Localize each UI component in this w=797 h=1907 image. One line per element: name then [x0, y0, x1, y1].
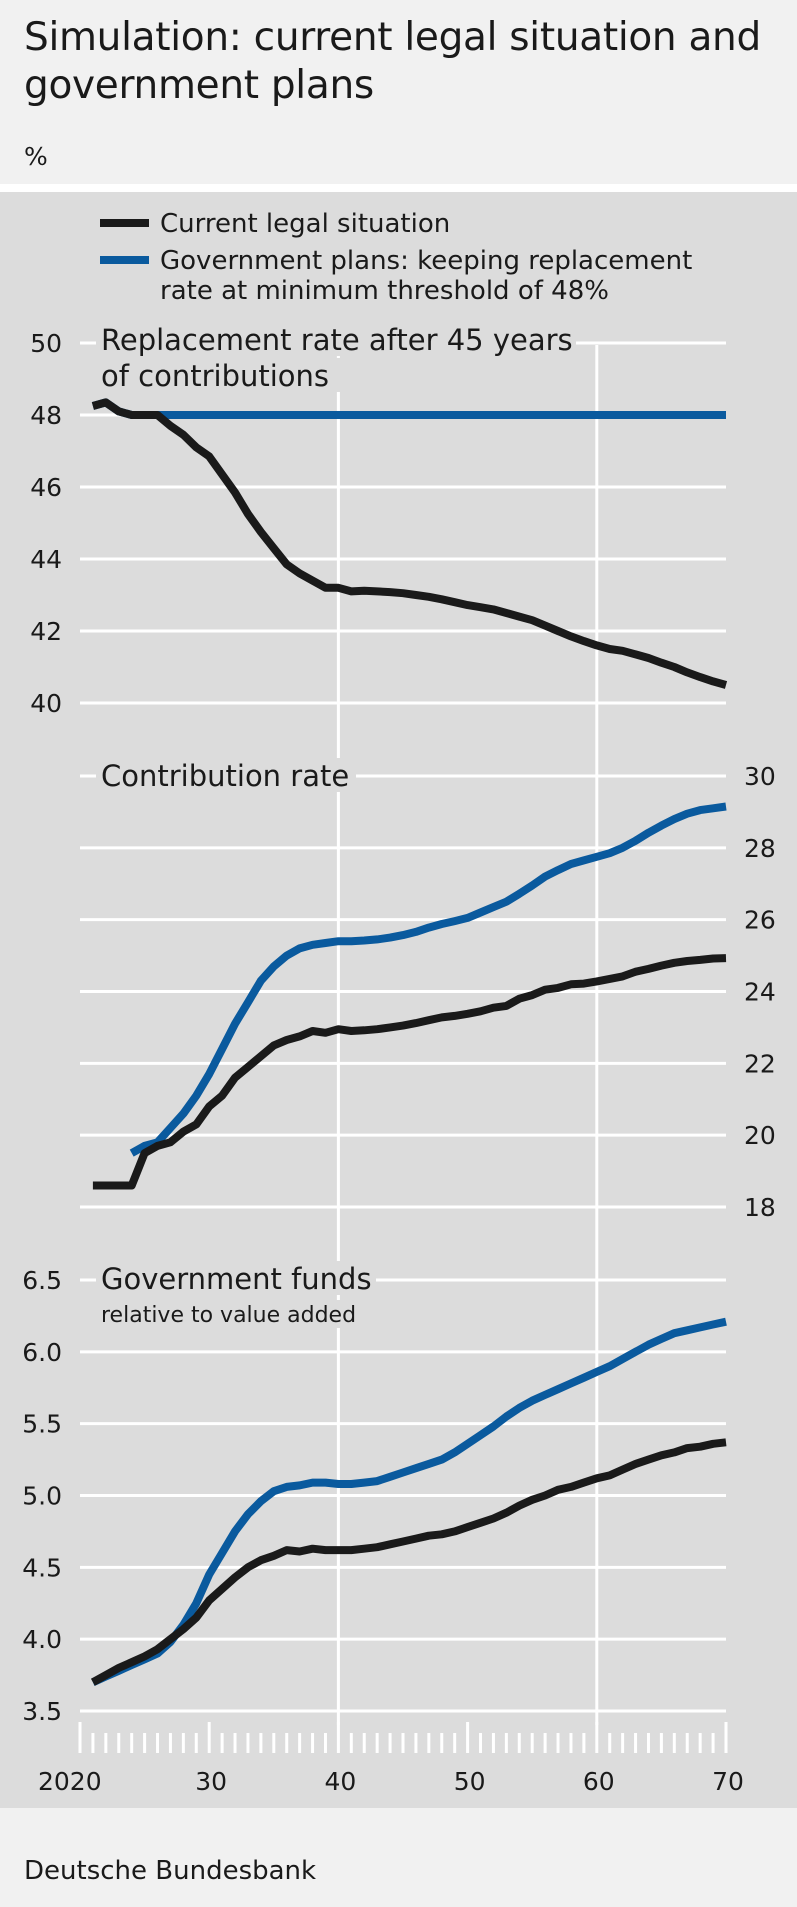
legend-label-government-line2: rate at minimum threshold of 48%	[160, 276, 609, 306]
x-tick-label-2070: 70	[712, 1767, 744, 1796]
series-layer	[90, 398, 728, 1686]
text-layer: 40 42 44 46 48 50 Replacement rate after 45 ye…	[22, 323, 776, 1726]
unit-label: %	[24, 142, 48, 171]
y-tick-label-chart3: 4.5	[22, 1553, 62, 1582]
y-tick-label-chart2: 28	[744, 834, 776, 863]
y-tick-label-chart2: 30	[744, 762, 776, 791]
y-tick-label-chart2: 18	[744, 1193, 776, 1222]
title-backing	[96, 1261, 376, 1295]
y-tick-label-chart2: 24	[744, 978, 776, 1007]
legend-label-current: Current legal situation	[160, 209, 450, 239]
x-tick-label-2050: 50	[454, 1767, 486, 1796]
x-tick-label-2040: 40	[324, 1767, 356, 1796]
subchart-title: Contribution rate	[101, 759, 349, 793]
chart-title: Simulation: current legal situation and …	[24, 15, 761, 108]
y-tick-label-chart1: 46	[30, 473, 62, 502]
title-backing	[96, 1300, 376, 1328]
series-current-legal-situation-chart1	[91, 398, 728, 689]
title-backing	[96, 322, 576, 356]
y-tick-label-chart2: 22	[744, 1049, 776, 1078]
legend: Current legal situation Government plans…	[100, 209, 692, 306]
y-tick-label-chart1: 44	[30, 545, 62, 574]
series-government-plans-chart1	[91, 398, 726, 419]
subchart-title: Government funds	[101, 1262, 372, 1296]
source-label: Deutsche Bundesbank	[24, 1856, 317, 1886]
series-current-legal-situation-chart2	[92, 954, 727, 1190]
divider	[0, 184, 797, 192]
y-tick-label-chart1: 48	[30, 401, 62, 430]
y-tick-label-chart3: 6.5	[22, 1266, 62, 1295]
series-government-plans-chart3	[91, 1317, 727, 1686]
series-current-legal-situation-chart3	[90, 1438, 727, 1686]
x-tick-label-2060: 60	[583, 1767, 615, 1796]
title-backing	[96, 758, 356, 792]
x-tick-label-2020: 2020	[38, 1767, 102, 1796]
y-tick-label-chart3: 5.0	[22, 1482, 62, 1511]
x-tick-label-2030: 30	[195, 1767, 227, 1796]
subchart-title: Replacement rate after 45 years	[101, 323, 573, 357]
title-backing	[96, 358, 346, 392]
subchart-subtitle: relative to value added	[101, 1303, 356, 1328]
legend-label-government-line1: Government plans: keeping replacement	[160, 246, 692, 276]
series-government-plans-chart2	[129, 802, 727, 1157]
y-tick-label-chart3: 3.5	[22, 1697, 62, 1726]
y-tick-label-chart1: 50	[30, 329, 62, 358]
y-tick-label-chart1: 40	[30, 689, 62, 718]
y-tick-label-chart2: 26	[744, 906, 776, 935]
y-tick-label-chart1: 42	[30, 617, 62, 646]
y-tick-label-chart3: 6.0	[22, 1338, 62, 1367]
subchart-title-line2: of contributions	[101, 359, 329, 393]
x-axis: 2020 30 40 50 60 70	[38, 1722, 744, 1796]
y-tick-label-chart3: 4.0	[22, 1625, 62, 1654]
y-tick-label-chart2: 20	[744, 1121, 776, 1150]
y-tick-label-chart3: 5.5	[22, 1410, 62, 1439]
